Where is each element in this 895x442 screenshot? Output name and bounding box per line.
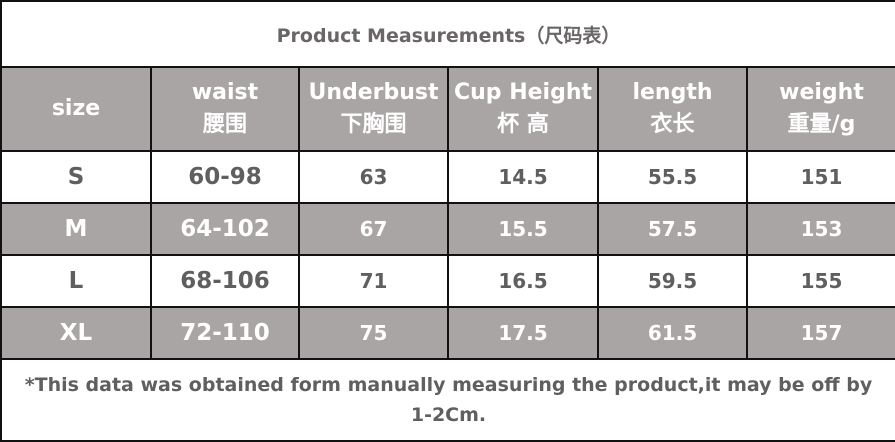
header-size: size <box>0 66 152 152</box>
cell-waist: 60-98 <box>150 150 300 204</box>
header-weight: weight 重量/g <box>746 66 895 152</box>
cell-underbust: 75 <box>298 306 449 360</box>
table-row: XL 72-110 75 17.5 61.5 157 <box>0 306 895 360</box>
cell-size: S <box>0 150 152 204</box>
cell-weight: 157 <box>746 306 895 360</box>
cell-waist: 68-106 <box>150 254 300 308</box>
cell-weight: 153 <box>746 202 895 256</box>
cell-size: L <box>0 254 152 308</box>
cell-cup-height: 15.5 <box>447 202 599 256</box>
cell-waist: 72-110 <box>150 306 300 360</box>
header-cup-height: Cup Height 杯 高 <box>447 66 599 152</box>
cell-length: 55.5 <box>597 150 748 204</box>
cell-weight: 151 <box>746 150 895 204</box>
table-row: S 60-98 63 14.5 55.5 151 <box>0 150 895 204</box>
cell-underbust: 63 <box>298 150 449 204</box>
header-row: size waist 腰围 Underbust 下胸围 Cup Height 杯 高 … <box>0 66 895 152</box>
cell-cup-height: 14.5 <box>447 150 599 204</box>
cell-length: 59.5 <box>597 254 748 308</box>
header-length: length 衣长 <box>597 66 748 152</box>
cell-weight: 155 <box>746 254 895 308</box>
header-underbust: Underbust 下胸围 <box>298 66 449 152</box>
table-title: Product Measurements（尺码表） <box>0 0 895 68</box>
cell-length: 57.5 <box>597 202 748 256</box>
cell-cup-height: 17.5 <box>447 306 599 360</box>
cell-cup-height: 16.5 <box>447 254 599 308</box>
table-row: M 64-102 67 15.5 57.5 153 <box>0 202 895 256</box>
table-row: L 68-106 71 16.5 59.5 155 <box>0 254 895 308</box>
cell-length: 61.5 <box>597 306 748 360</box>
cell-waist: 64-102 <box>150 202 300 256</box>
cell-underbust: 67 <box>298 202 449 256</box>
cell-size: M <box>0 202 152 256</box>
cell-underbust: 71 <box>298 254 449 308</box>
cell-size: XL <box>0 306 152 360</box>
header-waist: waist 腰围 <box>150 66 300 152</box>
footnote: *This data was obtained form manually me… <box>0 358 895 442</box>
